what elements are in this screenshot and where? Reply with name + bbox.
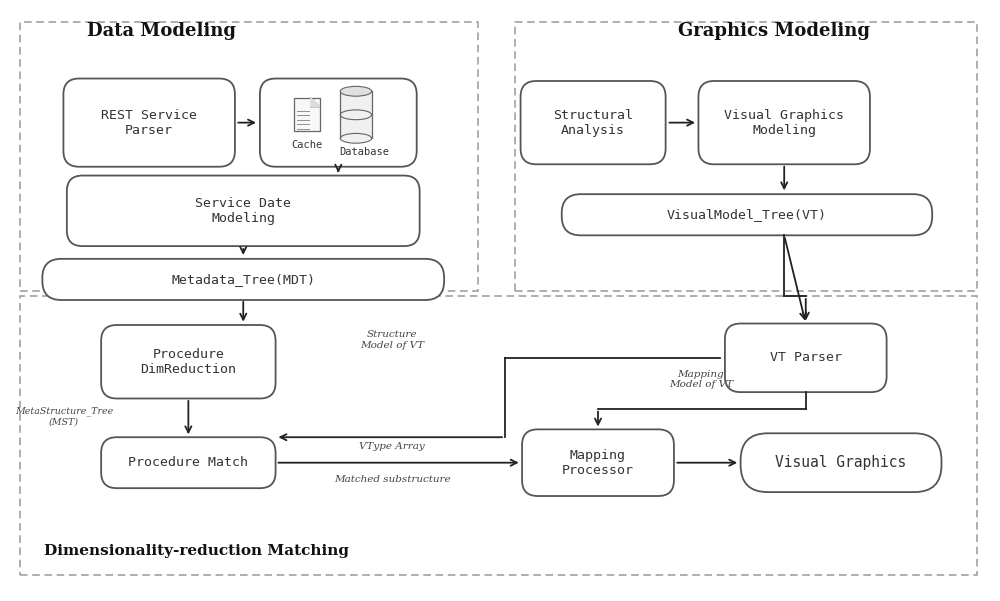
Text: Procedure
DimReduction: Procedure DimReduction [140, 348, 236, 376]
Text: Cache: Cache [291, 140, 323, 150]
Text: Visual Graphics
Modeling: Visual Graphics Modeling [724, 109, 844, 136]
Ellipse shape [340, 87, 372, 96]
Text: Structure
Model of VT: Structure Model of VT [360, 331, 424, 350]
FancyBboxPatch shape [42, 259, 444, 300]
Ellipse shape [340, 133, 372, 143]
Text: Structural
Analysis: Structural Analysis [553, 109, 633, 136]
FancyBboxPatch shape [101, 437, 276, 488]
Text: Procedure Match: Procedure Match [128, 456, 248, 469]
Text: Metadata_Tree(MDT): Metadata_Tree(MDT) [171, 273, 315, 286]
FancyBboxPatch shape [522, 429, 674, 496]
FancyBboxPatch shape [741, 433, 941, 492]
FancyBboxPatch shape [521, 81, 666, 164]
Text: Database: Database [339, 147, 389, 157]
FancyBboxPatch shape [725, 323, 887, 392]
Text: Data Modeling: Data Modeling [87, 22, 236, 40]
FancyBboxPatch shape [562, 194, 932, 236]
FancyBboxPatch shape [260, 79, 417, 166]
Text: Service Date
Modeling: Service Date Modeling [195, 197, 291, 225]
Text: Mapping
Model of VT: Mapping Model of VT [669, 370, 733, 389]
Text: Dimensionality-reduction Matching: Dimensionality-reduction Matching [44, 544, 349, 558]
Bar [340, 91, 372, 138]
Text: VType Array: VType Array [359, 442, 425, 451]
Text: REST Service
Parser: REST Service Parser [101, 109, 197, 136]
Text: Matched substructure: Matched substructure [334, 475, 451, 484]
Text: Mapping
Processor: Mapping Processor [562, 449, 634, 477]
FancyBboxPatch shape [67, 175, 420, 246]
FancyBboxPatch shape [698, 81, 870, 164]
Text: VisualModel_Tree(VT): VisualModel_Tree(VT) [667, 209, 827, 221]
FancyBboxPatch shape [294, 98, 320, 132]
FancyBboxPatch shape [63, 79, 235, 166]
Text: Visual Graphics: Visual Graphics [775, 455, 907, 470]
Text: VT Parser: VT Parser [770, 352, 842, 364]
Polygon shape [311, 98, 320, 107]
FancyBboxPatch shape [101, 325, 276, 398]
Text: Graphics Modeling: Graphics Modeling [678, 22, 870, 40]
Text: MetaStructure_Tree
(MST): MetaStructure_Tree (MST) [15, 407, 113, 427]
